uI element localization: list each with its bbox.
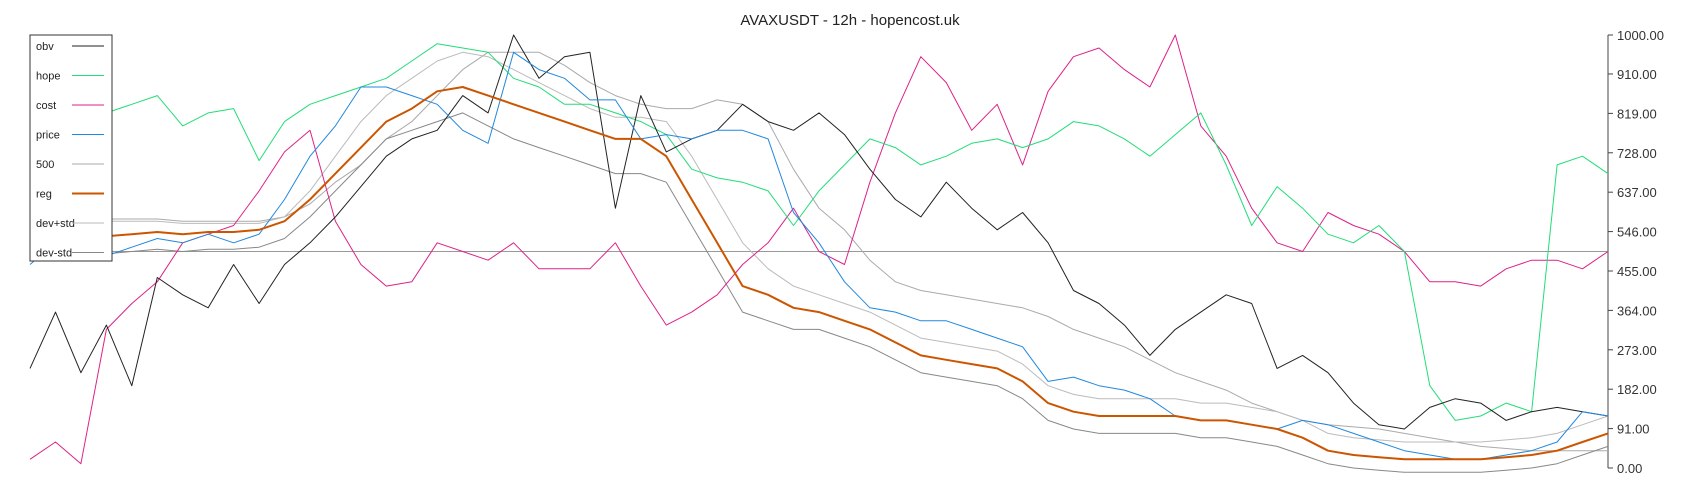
y-tick-label: 455.00 xyxy=(1617,264,1657,279)
y-axis: 0.00 91.00 182.00 273.00 364.00 455.00 546.00 6… xyxy=(1608,28,1664,476)
legend-label: reg xyxy=(36,189,52,201)
y-tick-label: 0.00 xyxy=(1617,461,1642,476)
series-line-obv xyxy=(29,34,1609,430)
legend-label: obv xyxy=(36,41,54,53)
series-line-dev-std xyxy=(29,51,1609,443)
series-line-500 xyxy=(29,51,1608,452)
legend: obv hope cost price 500 reg dev+std dev-std xyxy=(29,34,113,262)
legend-label: 500 xyxy=(36,159,54,171)
y-tick-label: 637.00 xyxy=(1617,185,1657,200)
series-line-dev-std xyxy=(29,112,1609,473)
legend-label: cost xyxy=(36,100,56,112)
y-tick-label: 1000.00 xyxy=(1617,28,1664,43)
legend-label: price xyxy=(36,130,60,142)
series-line-price xyxy=(29,51,1609,460)
y-tick-label: 728.00 xyxy=(1617,146,1657,161)
series-line-cost xyxy=(29,34,1609,465)
plot-area xyxy=(29,34,1609,473)
series-line-hope xyxy=(29,43,1609,421)
y-tick-label: 910.00 xyxy=(1617,67,1657,82)
chart-title: AVAXUSDT - 12h - hopencost.uk xyxy=(740,12,960,29)
y-tick-label: 273.00 xyxy=(1617,343,1657,358)
legend-label: dev+std xyxy=(36,218,75,230)
legend-label: dev-std xyxy=(36,248,72,260)
y-tick-label: 182.00 xyxy=(1617,382,1657,397)
y-tick-label: 91.00 xyxy=(1617,422,1650,437)
series-line-reg xyxy=(29,86,1609,461)
legend-label: hope xyxy=(36,71,60,83)
y-tick-label: 364.00 xyxy=(1617,303,1657,318)
y-tick-label: 819.00 xyxy=(1617,106,1657,121)
y-tick-label: 546.00 xyxy=(1617,225,1657,240)
